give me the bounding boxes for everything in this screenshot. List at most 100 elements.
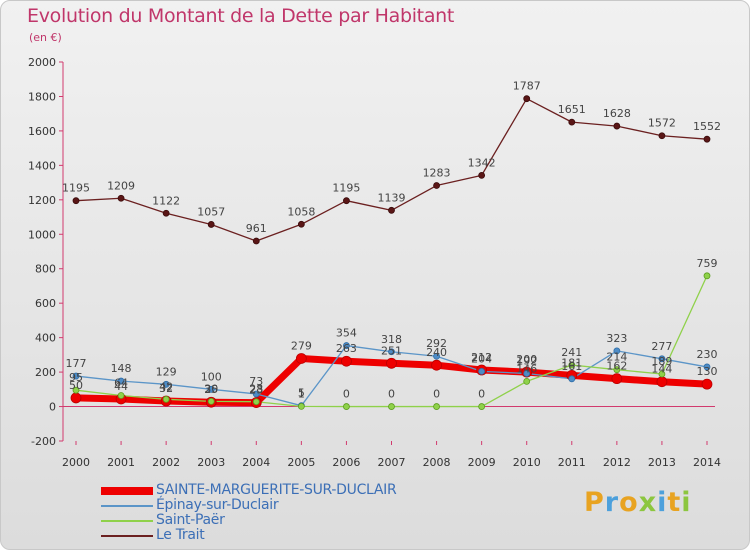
x-tick-label: 2009 <box>468 456 496 469</box>
data-point <box>117 194 125 202</box>
data-label: 1139 <box>378 191 406 204</box>
data-label: 1195 <box>332 182 360 195</box>
data-label: 189 <box>651 355 672 368</box>
data-label: 28 <box>249 383 263 396</box>
data-point <box>568 118 576 126</box>
data-point <box>613 366 621 374</box>
data-point <box>433 182 440 189</box>
data-label: 354 <box>336 327 357 340</box>
data-point <box>252 390 260 398</box>
data-point <box>388 403 395 410</box>
data-label: 30 <box>204 382 218 395</box>
data-label: 1283 <box>423 167 451 180</box>
data-point <box>658 355 666 363</box>
data-label: 73 <box>249 375 263 388</box>
data-point <box>386 357 397 369</box>
data-point <box>613 122 621 130</box>
data-label: 1651 <box>558 103 586 116</box>
data-label: 263 <box>336 342 357 355</box>
data-label: 0 <box>343 388 350 401</box>
data-label: 323 <box>606 332 627 345</box>
x-tick-label: 2003 <box>197 456 225 469</box>
data-point <box>433 403 440 410</box>
data-label: 161 <box>561 360 582 373</box>
data-point <box>568 375 576 383</box>
data-label: 162 <box>606 360 627 373</box>
data-label: 0 <box>478 388 485 401</box>
data-label: 148 <box>111 362 132 375</box>
data-point <box>297 220 305 228</box>
data-point <box>341 355 352 367</box>
x-tick-label: 2004 <box>242 456 270 469</box>
data-label: 961 <box>246 222 267 235</box>
data-label: 1057 <box>197 205 225 218</box>
data-label: 1195 <box>62 182 90 195</box>
x-tick-label: 2014 <box>693 456 721 469</box>
y-tick-label: 1400 <box>28 159 56 172</box>
data-label: 177 <box>66 357 87 370</box>
data-point <box>70 392 82 404</box>
y-tick-label: 1600 <box>28 125 56 138</box>
data-label: 1209 <box>107 179 135 192</box>
data-point <box>343 403 350 410</box>
data-point <box>252 398 260 406</box>
data-point <box>343 342 350 349</box>
data-label: 212 <box>471 351 492 364</box>
data-label: 279 <box>291 339 312 352</box>
y-tick-label: 2000 <box>28 56 56 69</box>
legend-swatch <box>101 535 153 537</box>
data-point <box>162 395 170 403</box>
data-label: 230 <box>697 348 718 361</box>
data-point <box>162 209 170 217</box>
data-point <box>658 132 666 140</box>
data-point <box>703 272 711 280</box>
x-tick-label: 2007 <box>378 456 406 469</box>
data-point <box>478 368 486 375</box>
legend-label: SAINTE-MARGUERITE-SUR-DUCLAIR <box>156 482 397 498</box>
data-label: 240 <box>426 346 447 359</box>
data-label: 130 <box>697 365 718 378</box>
data-label: 1628 <box>603 107 631 120</box>
data-label: 95 <box>69 371 83 384</box>
data-label: 1058 <box>287 205 315 218</box>
legend-swatch <box>101 520 153 522</box>
data-label: 1787 <box>513 80 541 93</box>
x-tick-label: 2002 <box>152 456 180 469</box>
data-label: 1342 <box>468 156 496 169</box>
data-point <box>343 197 350 205</box>
data-point <box>72 197 80 205</box>
data-point <box>613 347 621 355</box>
data-point <box>72 386 80 394</box>
data-point <box>207 385 215 393</box>
data-label: 1122 <box>152 194 180 207</box>
y-tick-label: 1000 <box>28 228 56 241</box>
data-point <box>478 171 486 179</box>
data-point <box>433 352 440 360</box>
proxiti-logo: Proxiti <box>584 487 692 518</box>
legend-label: Épinay-sur-Duclair <box>156 497 279 513</box>
data-point <box>656 376 668 388</box>
x-tick-label: 2000 <box>62 456 90 469</box>
data-label: 0 <box>433 388 440 401</box>
y-tick-label: 1800 <box>28 90 56 103</box>
data-label: 251 <box>381 344 402 357</box>
x-tick-label: 2008 <box>423 456 451 469</box>
y-tick-label: 1200 <box>28 194 56 207</box>
y-tick-label: 200 <box>35 366 56 379</box>
line-chart: -200020040060080010001200140016001800200… <box>28 56 721 469</box>
data-point <box>523 370 531 377</box>
data-label: 32 <box>159 382 173 395</box>
data-label: 44 <box>114 380 128 393</box>
legend-swatch <box>101 487 153 495</box>
data-point <box>431 359 442 371</box>
data-point <box>72 372 80 380</box>
data-label: 64 <box>114 377 128 390</box>
data-point <box>523 95 531 103</box>
data-point <box>207 221 215 228</box>
data-label: 50 <box>69 379 83 392</box>
y-tick-label: 600 <box>35 297 56 310</box>
data-point <box>701 378 713 390</box>
data-point <box>117 377 125 385</box>
data-label: 277 <box>651 340 672 353</box>
